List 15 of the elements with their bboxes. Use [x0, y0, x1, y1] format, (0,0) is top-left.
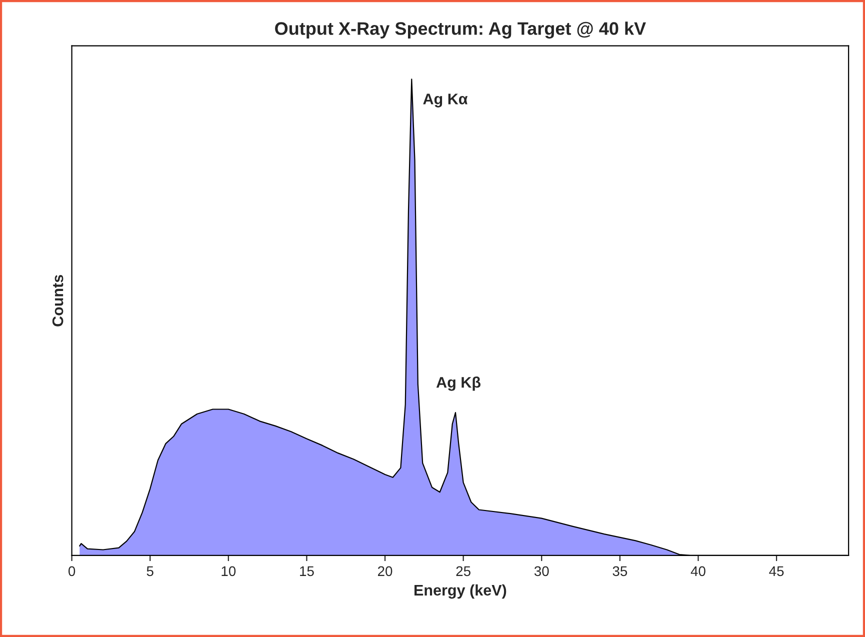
- x-axis-title: Energy (keV): [414, 584, 506, 599]
- x-tick-label: 20: [378, 566, 392, 576]
- x-tick-label: 25: [456, 566, 470, 576]
- x-tick-label: 10: [222, 566, 236, 576]
- annotation: Ag Kα: [423, 94, 468, 108]
- x-tick-label: 35: [612, 566, 628, 576]
- x-tick-label: 40: [690, 566, 706, 576]
- x-tick-label: 30: [534, 566, 549, 576]
- chart-title: Output X-Ray Spectrum: Ag Target @ 40 kV: [275, 22, 646, 39]
- annotation: Ag Kβ: [436, 376, 480, 391]
- y-axis-title: Counts: [52, 274, 64, 326]
- x-tick-label: 5: [146, 566, 154, 576]
- x-tick-label: 0: [68, 566, 76, 576]
- x-tick-label: 45: [769, 566, 784, 576]
- x-tick-label: 15: [300, 566, 314, 576]
